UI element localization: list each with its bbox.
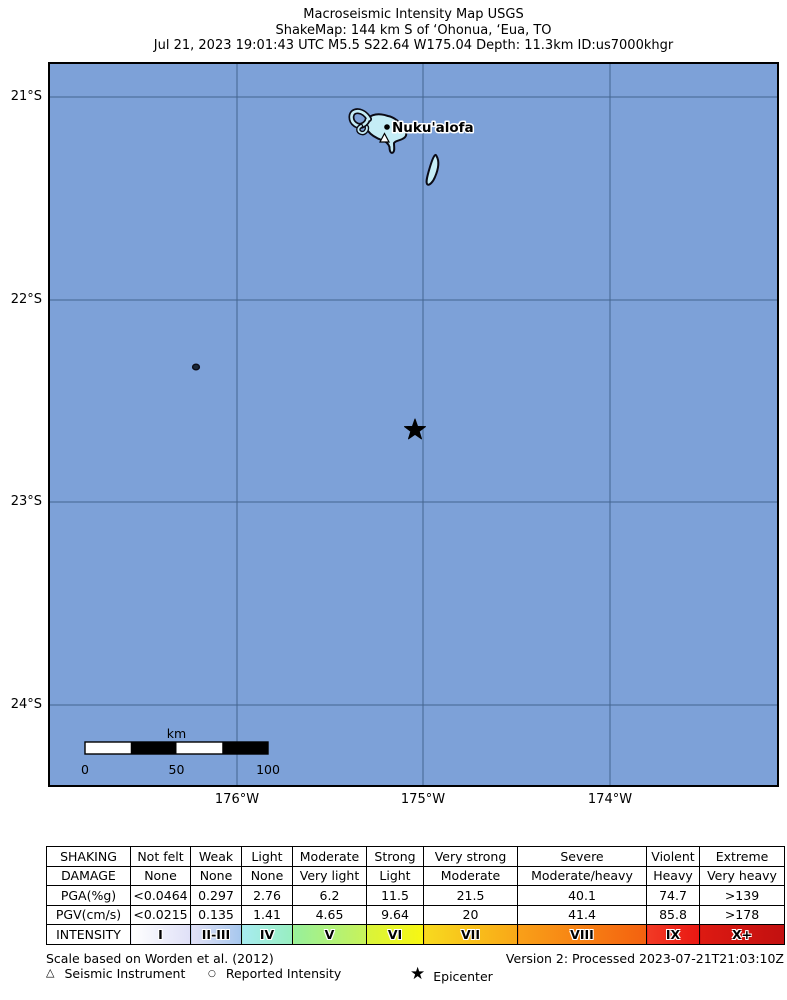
island-eua bbox=[425, 153, 440, 186]
table-cell: 74.7 bbox=[646, 885, 700, 906]
table-cell: 11.5 bbox=[366, 885, 424, 906]
table-cell: II-III bbox=[190, 924, 242, 945]
table-cell: Extreme bbox=[699, 846, 785, 867]
table-row: DAMAGE None None None Very light Light Moderat… bbox=[46, 865, 785, 886]
table-cell: 20 bbox=[423, 904, 518, 925]
scale-bar: km 0 50 100 bbox=[81, 726, 280, 777]
table-cell: None bbox=[190, 865, 242, 886]
table-cell: VIII bbox=[517, 924, 647, 945]
table-cell: Very light bbox=[292, 865, 367, 886]
circle-icon: ○ bbox=[208, 968, 216, 979]
table-cell: Very strong bbox=[423, 846, 518, 867]
intensity-table-body: SHAKING Not felt Weak Light Moderate Strong Ve… bbox=[46, 846, 785, 945]
table-cell: VI bbox=[366, 924, 424, 945]
legend-seismic-instrument: △ Seismic Instrument bbox=[46, 966, 185, 981]
version-note: Version 2: Processed 2023-07-21T21:03:10… bbox=[505, 951, 784, 966]
row-label-cell: PGA(%g) bbox=[46, 885, 131, 906]
table-cell: X+ bbox=[699, 924, 785, 945]
table-cell: 0.297 bbox=[190, 885, 242, 906]
table-cell: Strong bbox=[366, 846, 424, 867]
table-cell: 9.64 bbox=[366, 904, 424, 925]
table-cell: 41.4 bbox=[517, 904, 647, 925]
table-cell: Moderate/heavy bbox=[517, 865, 647, 886]
row-label-cell: DAMAGE bbox=[46, 865, 131, 886]
table-cell: Not felt bbox=[130, 846, 191, 867]
table-cell: Violent bbox=[646, 846, 700, 867]
table-cell: <0.0215 bbox=[130, 904, 191, 925]
row-label-cell: SHAKING bbox=[46, 846, 131, 867]
legend-epicenter: ★ Epicenter bbox=[410, 964, 493, 986]
table-cell: I bbox=[130, 924, 191, 945]
map-canvas: Nuku'alofa km 0 50 100 bbox=[48, 62, 779, 787]
table-cell: Weak bbox=[190, 846, 242, 867]
table-cell: Heavy bbox=[646, 865, 700, 886]
table-cell: 21.5 bbox=[423, 885, 518, 906]
epicenter-star-icon bbox=[404, 418, 426, 440]
symbol-legend: △ Seismic Instrument ○ Reported Intensit… bbox=[46, 964, 784, 986]
lat-label-23s: 23°S bbox=[10, 494, 42, 509]
island-tongatapu-curl-fill bbox=[357, 125, 368, 134]
star-icon: ★ bbox=[410, 964, 426, 984]
table-cell: VII bbox=[423, 924, 518, 945]
table-cell: 4.65 bbox=[292, 904, 367, 925]
legend-epicenter-label: Epicenter bbox=[433, 968, 493, 984]
lat-label-24s: 24°S bbox=[10, 697, 42, 712]
table-cell: 6.2 bbox=[292, 885, 367, 906]
table-cell: Light bbox=[241, 846, 293, 867]
scale-note: Scale based on Worden et al. (2012) bbox=[46, 951, 274, 966]
table-cell: 40.1 bbox=[517, 885, 647, 906]
lon-label-175w: 175°W bbox=[400, 792, 446, 807]
city-label: Nuku'alofa bbox=[392, 120, 474, 136]
row-label-cell: PGV(cm/s) bbox=[46, 904, 131, 925]
scale-bar-unit: km bbox=[167, 726, 186, 741]
islet-small bbox=[191, 363, 201, 371]
seismic-station-icon bbox=[379, 132, 390, 143]
map-svg: Nuku'alofa km 0 50 100 bbox=[50, 64, 777, 785]
graticule bbox=[50, 64, 777, 785]
map-title: Macroseismic Intensity Map USGS bbox=[303, 7, 524, 22]
table-cell: Very heavy bbox=[699, 865, 785, 886]
lat-label-21s: 21°S bbox=[10, 89, 42, 104]
footer-notes: Scale based on Worden et al. (2012) Vers… bbox=[46, 951, 784, 966]
map-subtitle: ShakeMap: 144 km S of ‘Ohonua, ‘Eua, TO bbox=[275, 22, 552, 38]
table-row: PGV(cm/s) <0.0215 0.135 1.41 4.65 9.64 20 41.4 8… bbox=[46, 904, 785, 925]
table-cell: 0.135 bbox=[190, 904, 242, 925]
legend-reported-intensity: ○ Reported Intensity bbox=[208, 966, 341, 981]
scale-tick-0: 0 bbox=[81, 762, 89, 777]
lon-label-176w: 176°W bbox=[214, 792, 260, 807]
scale-tick-50: 50 bbox=[169, 762, 185, 777]
table-cell: None bbox=[130, 865, 191, 886]
scale-tick-100: 100 bbox=[256, 762, 280, 777]
table-cell: 2.76 bbox=[241, 885, 293, 906]
island-tongatapu-hook-fill bbox=[350, 109, 371, 128]
table-cell: 85.8 bbox=[646, 904, 700, 925]
legend-reported-intensity-label: Reported Intensity bbox=[225, 966, 342, 981]
table-row: PGA(%g) <0.0464 0.297 2.76 6.2 11.5 21.5 40.1 74… bbox=[46, 885, 785, 906]
table-cell: V bbox=[292, 924, 367, 945]
table-row: SHAKING Not felt Weak Light Moderate Strong Ve… bbox=[46, 846, 785, 867]
lon-label-174w: 174°W bbox=[587, 792, 633, 807]
table-cell: <0.0464 bbox=[130, 885, 191, 906]
table-cell: >178 bbox=[699, 904, 785, 925]
island-tongatapu bbox=[364, 113, 408, 154]
table-cell: Moderate bbox=[423, 865, 518, 886]
intensity-table: SHAKING Not felt Weak Light Moderate Strong Ve… bbox=[46, 846, 785, 945]
row-label-cell: INTENSITY bbox=[46, 924, 131, 945]
table-cell: None bbox=[241, 865, 293, 886]
table-cell: Light bbox=[366, 865, 424, 886]
event-info-line: Jul 21, 2023 19:01:43 UTC M5.5 S22.64 W1… bbox=[153, 38, 674, 53]
table-cell: IV bbox=[241, 924, 293, 945]
title-block: Macroseismic Intensity Map USGS ShakeMap… bbox=[48, 7, 779, 54]
table-cell: IX bbox=[646, 924, 700, 945]
table-cell: >139 bbox=[699, 885, 785, 906]
table-cell: Moderate bbox=[292, 846, 367, 867]
legend-seismic-instrument-label: Seismic Instrument bbox=[64, 966, 186, 981]
table-cell: Severe bbox=[517, 846, 647, 867]
table-cell: 1.41 bbox=[241, 904, 293, 925]
table-row: INTENSITY I II-III IV V VI VII VIII IX X+ bbox=[46, 924, 785, 945]
triangle-icon: △ bbox=[46, 966, 55, 979]
city-dot bbox=[384, 124, 390, 130]
lat-label-22s: 22°S bbox=[10, 292, 42, 307]
